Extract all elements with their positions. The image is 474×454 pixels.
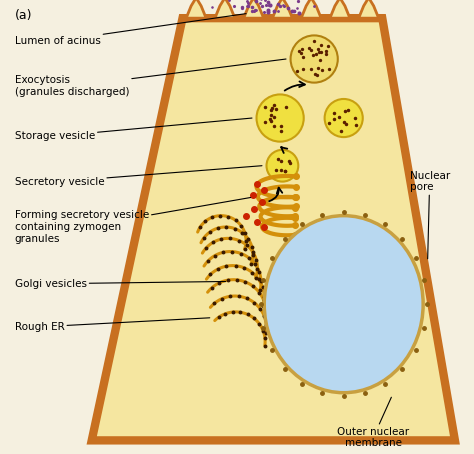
Circle shape [266, 150, 298, 182]
Text: Lumen of acinus: Lumen of acinus [15, 14, 246, 46]
Text: Forming secretory vesicle
containing zymogen
granules: Forming secretory vesicle containing zym… [15, 197, 251, 244]
Text: Golgi vesicles: Golgi vesicles [15, 279, 226, 289]
Text: Storage vesicle: Storage vesicle [15, 118, 252, 141]
Polygon shape [301, 0, 321, 18]
Text: (a): (a) [15, 9, 32, 22]
Polygon shape [359, 0, 379, 18]
Ellipse shape [264, 216, 423, 393]
Text: Nuclear
pore: Nuclear pore [410, 171, 450, 259]
Text: Secretory vesicle: Secretory vesicle [15, 166, 262, 187]
Text: Rough ER: Rough ER [15, 318, 210, 332]
Text: Exocytosis
(granules discharged): Exocytosis (granules discharged) [15, 59, 286, 97]
Circle shape [256, 94, 304, 142]
Polygon shape [273, 0, 292, 18]
Polygon shape [92, 18, 455, 440]
Polygon shape [215, 0, 235, 18]
Circle shape [291, 35, 338, 83]
Circle shape [325, 99, 363, 137]
Text: Outer nuclear
membrane: Outer nuclear membrane [337, 397, 409, 449]
Polygon shape [244, 0, 264, 18]
Polygon shape [186, 0, 206, 18]
Polygon shape [330, 0, 350, 18]
